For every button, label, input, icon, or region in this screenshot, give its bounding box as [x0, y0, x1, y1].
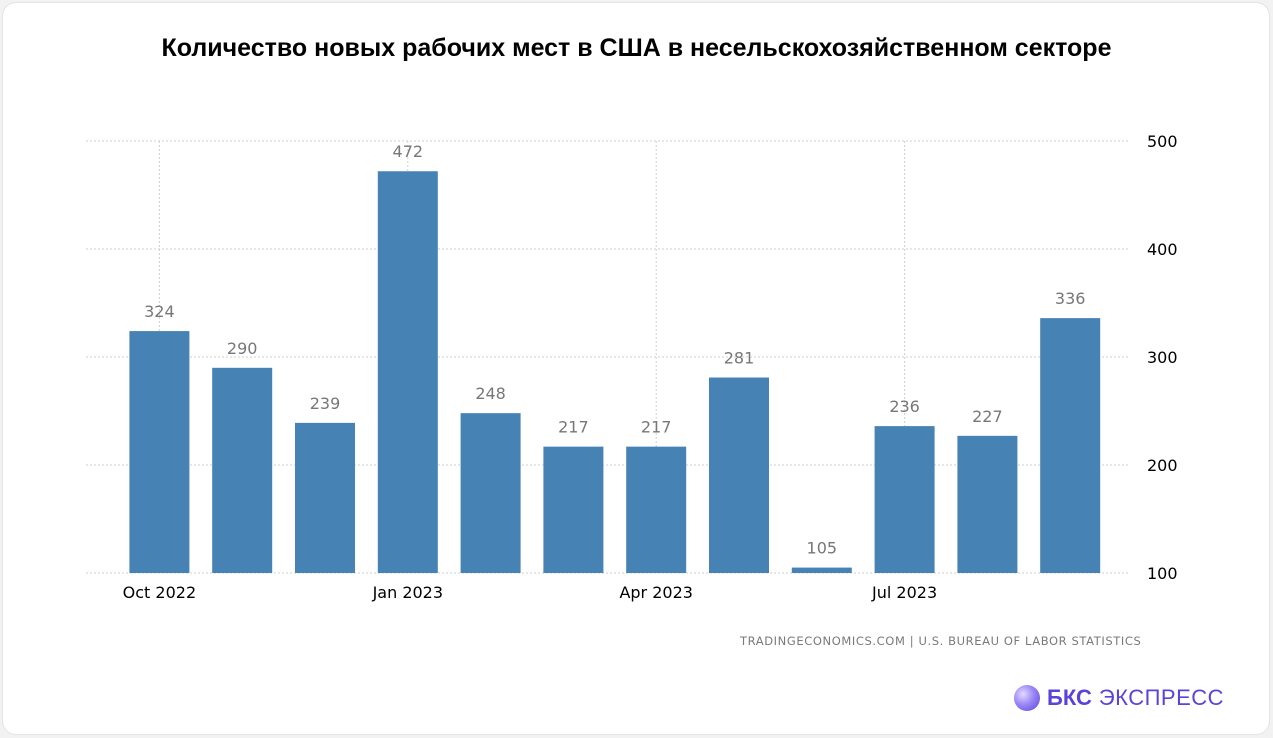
- bar: [957, 435, 1018, 573]
- y-tick-label: 400: [1147, 240, 1178, 259]
- bar-value-label: 227: [972, 407, 1003, 426]
- bar: [874, 426, 935, 573]
- bar: [1040, 318, 1101, 573]
- brand-logo: БКС ЭКСПРЕСС: [1014, 683, 1224, 713]
- bar-value-label: 217: [558, 418, 589, 437]
- bar-value-label: 290: [227, 339, 258, 358]
- bks-logo-icon: [1014, 685, 1040, 711]
- x-tick-label: Jan 2023: [372, 583, 443, 602]
- bar-value-label: 281: [724, 349, 755, 368]
- bar-value-label: 472: [393, 142, 424, 161]
- y-tick-label: 500: [1147, 132, 1178, 151]
- bar-value-label: 236: [889, 397, 920, 416]
- y-tick-label: 200: [1147, 456, 1178, 475]
- y-tick-label: 100: [1147, 564, 1178, 583]
- bar: [626, 446, 687, 573]
- x-tick-label: Apr 2023: [619, 583, 692, 602]
- bar-value-label: 105: [807, 539, 838, 558]
- x-tick-label: Oct 2022: [123, 583, 196, 602]
- bar-value-label: 336: [1055, 289, 1086, 308]
- source-note: TRADINGECONOMICS.COM | U.S. BUREAU OF LA…: [740, 634, 1142, 648]
- bar: [212, 367, 273, 573]
- brand-name: БКС: [1047, 685, 1092, 710]
- chart-title: Количество новых рабочих мест в США в не…: [161, 34, 1112, 62]
- bar: [295, 422, 355, 573]
- bar: [460, 413, 521, 573]
- bar: [129, 331, 190, 573]
- brand-suffix: ЭКСПРЕСС: [1098, 685, 1225, 710]
- bar: [543, 446, 604, 573]
- bar-value-label: 324: [144, 302, 175, 321]
- bar: [791, 567, 852, 573]
- y-tick-label: 300: [1147, 348, 1178, 367]
- bar-value-label: 248: [475, 384, 506, 403]
- bar-value-label: 239: [310, 394, 341, 413]
- bar: [709, 377, 769, 573]
- x-tick-label: Jul 2023: [871, 583, 937, 602]
- bar-value-label: 217: [641, 418, 672, 437]
- bar: [377, 171, 438, 574]
